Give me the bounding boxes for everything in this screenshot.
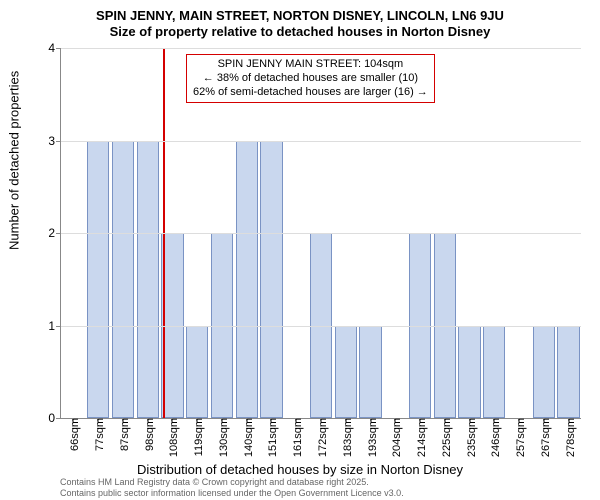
xtick-label: 214sqm [412,418,428,457]
bar [335,326,357,419]
bar [557,326,579,419]
chart-title-line1: SPIN JENNY, MAIN STREET, NORTON DISNEY, … [0,8,600,24]
title-block: SPIN JENNY, MAIN STREET, NORTON DISNEY, … [0,0,600,39]
footer-attribution: Contains HM Land Registry data © Crown c… [60,477,404,498]
gridline [61,326,581,327]
plot-area: SPIN JENNY MAIN STREET: 104sqm ← 38% of … [60,48,581,419]
xtick-label: 77sqm [90,418,106,451]
bar [112,141,134,419]
xtick-label: 98sqm [140,418,156,451]
annotation-box: SPIN JENNY MAIN STREET: 104sqm ← 38% of … [186,54,435,103]
gridline [61,48,581,49]
xtick-label: 151sqm [263,418,279,457]
gridline [61,141,581,142]
bar [483,326,505,419]
chart-container: SPIN JENNY, MAIN STREET, NORTON DISNEY, … [0,0,600,500]
footer-line1: Contains HM Land Registry data © Crown c… [60,477,404,487]
xtick-label: 140sqm [239,418,255,457]
xtick-label: 161sqm [288,418,304,457]
x-axis-label: Distribution of detached houses by size … [0,462,600,477]
y-axis-label: Number of detached properties [7,71,22,250]
gridline [61,233,581,234]
ytick-label: 1 [48,319,61,333]
xtick-label: 130sqm [214,418,230,457]
chart-title-line2: Size of property relative to detached ho… [0,24,600,40]
bar [236,141,258,419]
bar [533,326,555,419]
annotation-line3: 62% of semi-detached houses are larger (… [193,86,428,100]
xtick-label: 108sqm [164,418,180,457]
xtick-label: 257sqm [511,418,527,457]
footer-line2: Contains public sector information licen… [60,488,404,498]
xtick-label: 66sqm [65,418,81,451]
ytick-label: 3 [48,134,61,148]
annotation-line1: SPIN JENNY MAIN STREET: 104sqm [193,58,428,72]
xtick-label: 267sqm [536,418,552,457]
xtick-label: 119sqm [189,418,205,456]
xtick-label: 246sqm [486,418,502,457]
xtick-label: 87sqm [115,418,131,451]
ytick-label: 0 [48,411,61,425]
bar [359,326,381,419]
xtick-label: 278sqm [561,418,577,457]
bar [458,326,480,419]
xtick-label: 193sqm [363,418,379,457]
bar [260,141,282,419]
xtick-label: 172sqm [313,418,329,457]
bar [137,141,159,419]
xtick-label: 183sqm [338,418,354,457]
bar [186,326,208,419]
ytick-label: 4 [48,41,61,55]
xtick-label: 235sqm [462,418,478,457]
bar [87,141,109,419]
annotation-line2: ← 38% of detached houses are smaller (10… [193,72,428,86]
xtick-label: 225sqm [437,418,453,457]
xtick-label: 204sqm [387,418,403,457]
ytick-label: 2 [48,226,61,240]
